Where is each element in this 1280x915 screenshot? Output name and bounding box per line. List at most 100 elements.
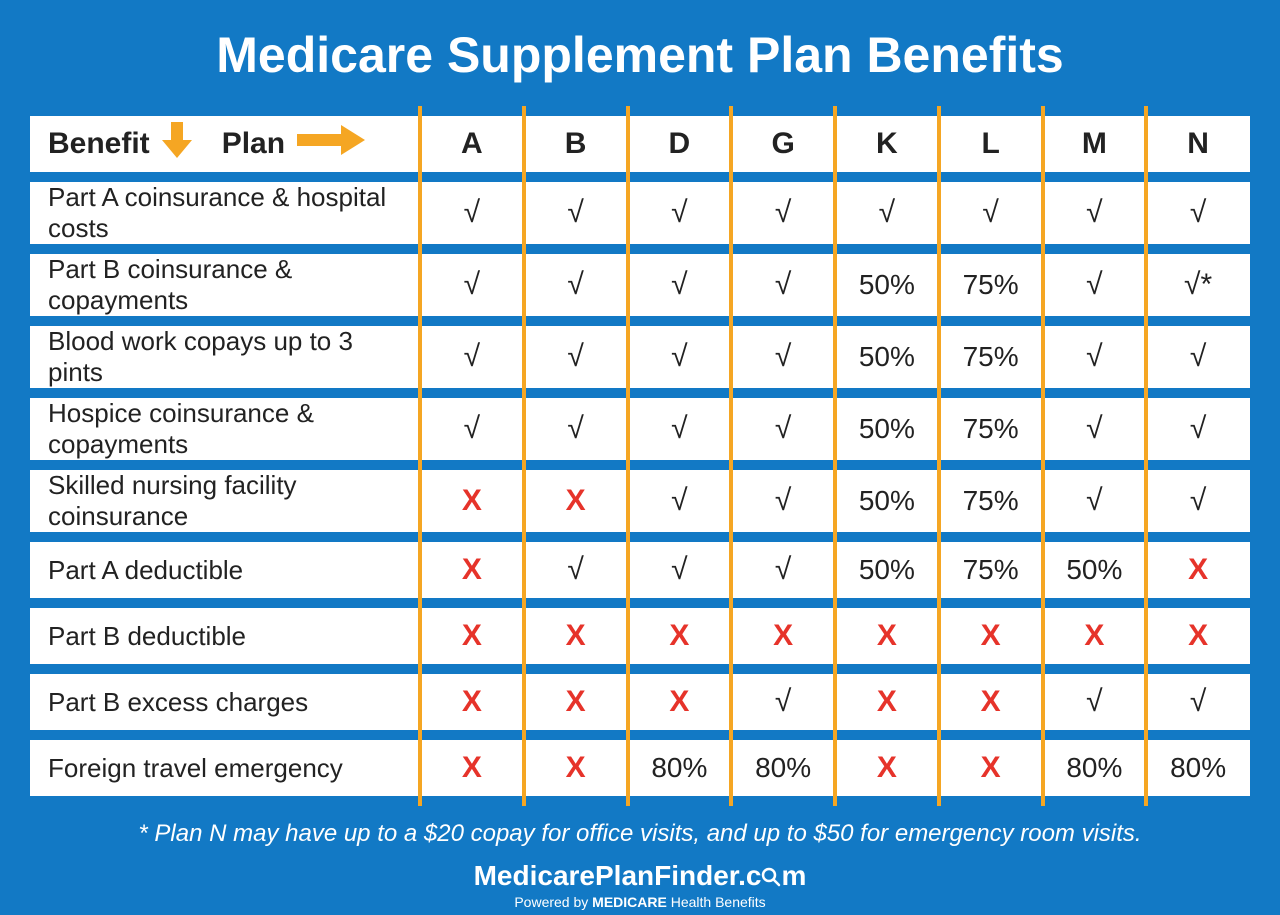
table-row: Part B coinsurance & copayments√√√√50%75…: [30, 254, 1250, 316]
benefit-value-cell: √: [420, 182, 524, 244]
benefit-value-cell: X: [628, 608, 732, 664]
benefit-value-cell: 75%: [939, 470, 1043, 532]
plan-header: G: [731, 116, 835, 172]
benefit-value-cell: √: [731, 182, 835, 244]
plan-header: N: [1146, 116, 1250, 172]
footnote: * Plan N may have up to a $20 copay for …: [30, 820, 1250, 848]
plan-header: L: [939, 116, 1043, 172]
benefit-value-cell: √: [1043, 254, 1147, 316]
benefit-value-cell: √: [628, 182, 732, 244]
benefit-value-cell: √: [420, 254, 524, 316]
benefit-value-cell: √: [1146, 326, 1250, 388]
benefit-value-cell: √: [939, 182, 1043, 244]
benefit-value-cell: X: [835, 740, 939, 796]
benefit-value-cell: √: [628, 326, 732, 388]
page-title: Medicare Supplement Plan Benefits: [30, 26, 1250, 84]
benefit-value-cell: X: [835, 674, 939, 730]
benefit-value-cell: √: [524, 542, 628, 598]
benefit-value-cell: 80%: [1146, 740, 1250, 796]
benefit-value-cell: 50%: [835, 326, 939, 388]
benefit-value-cell: √: [1146, 182, 1250, 244]
magnifier-o-icon: [761, 860, 781, 892]
benefit-value-cell: 50%: [1043, 542, 1147, 598]
benefit-value-cell: X: [1146, 542, 1250, 598]
benefit-value-cell: 80%: [1043, 740, 1147, 796]
benefit-value-cell: √: [628, 470, 732, 532]
plan-header: M: [1043, 116, 1147, 172]
plan-header-label: Plan: [222, 127, 285, 161]
plan-header: B: [524, 116, 628, 172]
brand-tagline: Powered by MEDICARE Health Benefits: [30, 894, 1250, 910]
benefit-value-cell: X: [939, 608, 1043, 664]
table-row: Part B excess chargesXXX√XX√√: [30, 674, 1250, 730]
benefit-value-cell: √: [1043, 470, 1147, 532]
benefit-value-cell: √: [731, 326, 835, 388]
benefit-value-cell: 80%: [731, 740, 835, 796]
benefit-value-cell: X: [524, 470, 628, 532]
benefit-value-cell: √: [1146, 470, 1250, 532]
table-row: Part A coinsurance & hospital costs√√√√√…: [30, 182, 1250, 244]
plan-header: K: [835, 116, 939, 172]
benefit-value-cell: X: [939, 740, 1043, 796]
plan-header: D: [628, 116, 732, 172]
benefit-value-cell: √: [731, 542, 835, 598]
benefit-value-cell: √: [1043, 182, 1147, 244]
benefit-value-cell: √: [731, 470, 835, 532]
brand-site-prefix: MedicarePlanFinder.c: [474, 860, 762, 891]
brand-tagline-suffix: Health Benefits: [667, 894, 766, 910]
benefit-value-cell: 50%: [835, 470, 939, 532]
benefit-value-cell: X: [1043, 608, 1147, 664]
benefit-value-cell: √: [731, 674, 835, 730]
plan-header: A: [420, 116, 524, 172]
benefit-value-cell: X: [420, 470, 524, 532]
benefit-value-cell: √: [524, 254, 628, 316]
benefit-value-cell: X: [420, 674, 524, 730]
benefit-name-cell: Skilled nursing facility coinsurance: [30, 470, 420, 532]
benefit-value-cell: √: [628, 542, 732, 598]
benefit-value-cell: √: [1043, 398, 1147, 460]
benefit-value-cell: X: [939, 674, 1043, 730]
benefit-value-cell: √: [420, 326, 524, 388]
benefit-value-cell: √: [420, 398, 524, 460]
benefit-value-cell: 80%: [628, 740, 732, 796]
benefit-name-cell: Part A coinsurance & hospital costs: [30, 182, 420, 244]
benefit-value-cell: √: [524, 326, 628, 388]
table-row: Part B deductibleXXXXXXXX: [30, 608, 1250, 664]
infographic-page: Medicare Supplement Plan Benefits Benefi…: [0, 0, 1280, 915]
benefits-table: Benefit Plan ABDGKLMN Part A coinsurance…: [30, 106, 1250, 806]
benefit-value-cell: 50%: [835, 254, 939, 316]
table-row: Hospice coinsurance & copayments√√√√50%7…: [30, 398, 1250, 460]
table-row: Blood work copays up to 3 pints√√√√50%75…: [30, 326, 1250, 388]
benefit-value-cell: √: [628, 398, 732, 460]
benefit-value-cell: X: [420, 740, 524, 796]
brand-block: MedicarePlanFinder.c m Powered by MEDICAR…: [30, 860, 1250, 910]
benefit-name-cell: Part B excess charges: [30, 674, 420, 730]
benefit-value-cell: √: [1146, 674, 1250, 730]
table-row: Part A deductibleX√√√50%75%50%X: [30, 542, 1250, 598]
benefit-value-cell: √: [731, 254, 835, 316]
benefit-value-cell: X: [420, 542, 524, 598]
benefit-value-cell: √*: [1146, 254, 1250, 316]
benefit-name-cell: Blood work copays up to 3 pints: [30, 326, 420, 388]
benefit-value-cell: 50%: [835, 542, 939, 598]
benefit-value-cell: X: [835, 608, 939, 664]
benefit-value-cell: X: [628, 674, 732, 730]
benefit-value-cell: X: [524, 674, 628, 730]
benefit-name-cell: Foreign travel emergency: [30, 740, 420, 796]
benefit-name-cell: Part B coinsurance & copayments: [30, 254, 420, 316]
benefits-tbody: Part A coinsurance & hospital costs√√√√√…: [30, 182, 1250, 796]
brand-site: MedicarePlanFinder.c m: [30, 860, 1250, 892]
arrow-right-icon: [295, 123, 367, 165]
benefit-header-label: Benefit: [48, 127, 150, 161]
arrow-down-icon: [160, 120, 194, 168]
benefit-value-cell: 75%: [939, 542, 1043, 598]
benefit-value-cell: X: [524, 740, 628, 796]
benefit-value-cell: X: [420, 608, 524, 664]
benefit-value-cell: 75%: [939, 398, 1043, 460]
benefits-table-wrapper: Benefit Plan ABDGKLMN Part A coinsurance…: [30, 106, 1250, 806]
benefit-value-cell: √: [524, 182, 628, 244]
benefit-value-cell: √: [524, 398, 628, 460]
brand-site-suffix: m: [781, 860, 806, 891]
benefit-value-cell: 75%: [939, 254, 1043, 316]
benefit-value-cell: √: [731, 398, 835, 460]
